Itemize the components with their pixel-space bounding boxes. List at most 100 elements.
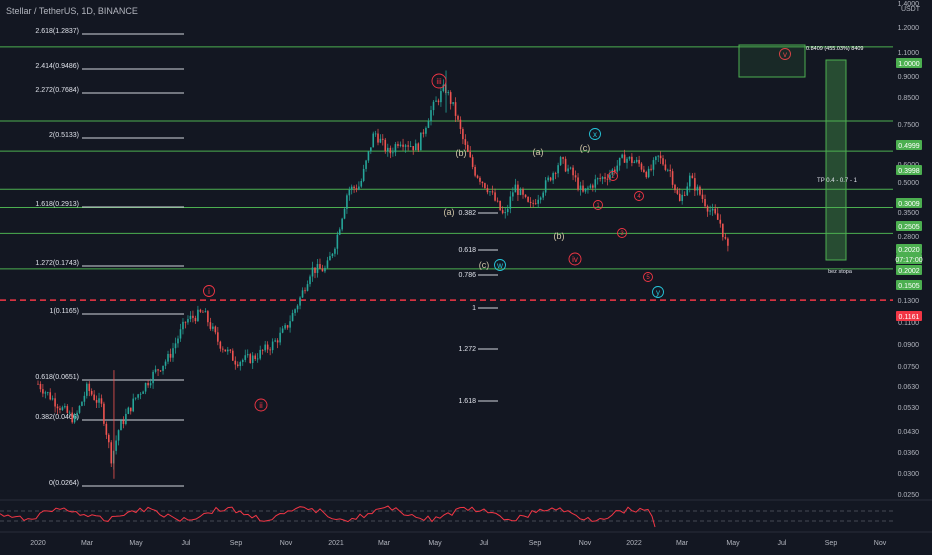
candle-body [572, 167, 574, 176]
candle-body [159, 370, 162, 372]
candle-body [105, 423, 108, 435]
y-tick-label: 0.0530 [898, 405, 920, 412]
target-zone [738, 44, 806, 78]
candle-body [377, 133, 379, 143]
candle-body [435, 100, 437, 102]
candle-body [635, 159, 638, 162]
candle-body [384, 139, 387, 152]
x-tick-label: Sep [230, 540, 243, 547]
candle-body [321, 268, 324, 272]
candle-body [427, 121, 430, 128]
candle-body [319, 264, 321, 269]
candle-body [476, 175, 479, 178]
candle-body [397, 144, 399, 146]
fib-ret-label: 0.618 [458, 247, 476, 254]
candle-body [86, 383, 88, 396]
candle-body [110, 442, 113, 464]
candle-body [234, 360, 237, 365]
candle-body [618, 157, 621, 166]
candle-body [139, 393, 142, 395]
candle-body [266, 344, 269, 350]
y-tick-label: 0.1100 [898, 320, 919, 327]
candle-body [652, 160, 655, 170]
x-tick-label: 2020 [30, 540, 46, 547]
candle-body [714, 208, 716, 214]
take-profit-label: TP 0.4 - 0.7 - 1 [817, 178, 858, 184]
candle-body [699, 186, 701, 195]
candle-body [157, 369, 159, 371]
candle-body [633, 161, 636, 163]
candle-body [389, 147, 392, 154]
candle-body [95, 399, 98, 403]
candle-body [284, 325, 286, 329]
candle-body [93, 394, 95, 400]
candle-body [212, 326, 214, 329]
candle-body [567, 168, 569, 172]
candle-body [76, 412, 78, 416]
candle-body [107, 434, 110, 443]
y-tick-label: 0.7500 [898, 122, 920, 129]
candle-body [489, 191, 491, 193]
candle-body [289, 321, 291, 328]
x-tick-label: Nov [579, 540, 592, 547]
y-tick-label: 0.0750 [898, 364, 920, 371]
candle-body [164, 361, 167, 366]
candle-body [599, 178, 601, 180]
wave-label: ii [259, 401, 263, 410]
candle-body [360, 180, 363, 187]
candle-body [447, 92, 450, 94]
wave-label: x [593, 130, 597, 139]
candle-body [499, 200, 501, 211]
candle-body [254, 355, 257, 360]
fib-ext-label: 0.618(0.0651) [35, 374, 79, 381]
fib-ext-label: 0.382(0.0466) [35, 414, 79, 421]
candle-body [534, 203, 537, 205]
candle-body [501, 210, 504, 214]
candle-body [645, 171, 648, 178]
x-tick-label: Jul [182, 540, 191, 547]
candle-body [331, 253, 334, 257]
candle-body [296, 305, 299, 310]
y-tick-label: 1.4000 [898, 1, 920, 8]
candle-body [457, 115, 459, 120]
candle-body [81, 401, 83, 406]
candle-body [299, 297, 301, 306]
candle-body [696, 186, 699, 191]
fib-ext-label: 0(0.0264) [49, 480, 79, 487]
candle-body [704, 199, 706, 207]
candle-body [657, 155, 660, 157]
candle-body [452, 102, 454, 104]
wave-label: 1 [596, 203, 600, 209]
wave-label: iv [572, 255, 578, 264]
candle-body [353, 186, 355, 189]
candle-body [549, 177, 552, 181]
candle-body [694, 178, 696, 191]
candle-body [61, 407, 64, 410]
fib-ret-label: 0.382 [458, 210, 476, 217]
candle-body [638, 159, 640, 164]
price-tag [896, 265, 922, 275]
candle-body [244, 355, 247, 360]
candle-body [425, 127, 427, 134]
candle-body [504, 212, 507, 214]
candle-body [628, 156, 631, 159]
x-tick-label: Mar [378, 540, 391, 547]
candle-body [601, 177, 604, 179]
x-tick-label: Sep [825, 540, 838, 547]
candle-body [314, 267, 316, 273]
candle-body [137, 394, 139, 398]
wave-label: 4 [637, 194, 641, 200]
price-tag [896, 58, 922, 68]
candle-body [532, 202, 534, 204]
candle-body [189, 315, 192, 320]
wave-circle [568, 252, 582, 266]
candle-body [547, 177, 549, 181]
wave-circle [652, 286, 664, 298]
x-tick-label: Sep [529, 540, 542, 547]
candle-body [454, 102, 457, 116]
wave-circle [589, 128, 601, 140]
price-tag-label: 0.3009 [898, 201, 920, 208]
candle-body [686, 186, 689, 196]
